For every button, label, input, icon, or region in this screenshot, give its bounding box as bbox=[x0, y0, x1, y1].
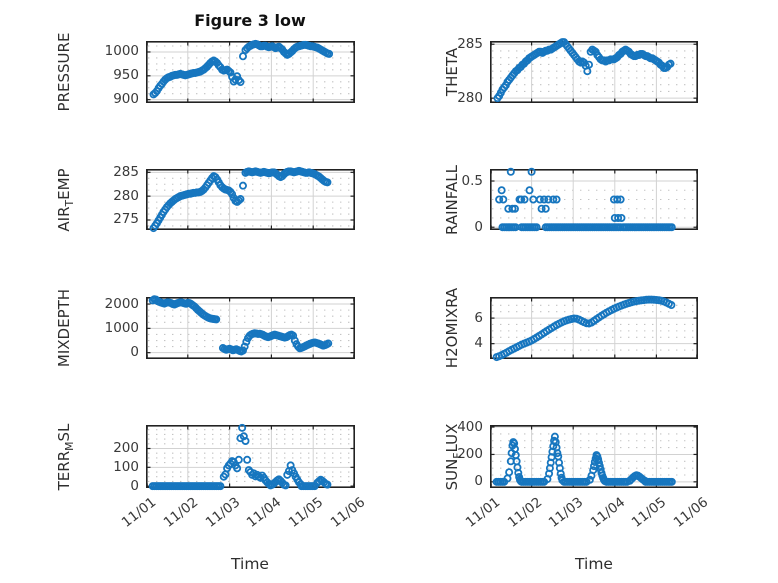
y-tick-label: 285 bbox=[113, 163, 139, 180]
y-tick-label: 6 bbox=[474, 309, 483, 326]
data-points bbox=[492, 432, 676, 486]
data-points bbox=[148, 295, 333, 356]
plot-area-theta bbox=[490, 38, 698, 104]
subplot-theta: 280 285 THETA bbox=[443, 36, 698, 106]
plot-area-pressure bbox=[146, 39, 355, 104]
subplot-airtemp: 275 280 285 AIRTEMP bbox=[55, 164, 355, 233]
minor-grid bbox=[148, 177, 353, 227]
y-tick-label: 2000 bbox=[104, 295, 139, 312]
data-points bbox=[149, 39, 334, 99]
plot-area-h2omixra bbox=[490, 295, 698, 362]
y-tick-label: 200 bbox=[457, 445, 483, 462]
y-tick-label: 100 bbox=[113, 458, 139, 475]
y-tick-label: 0 bbox=[130, 477, 139, 494]
plot-area-mixdepth bbox=[146, 295, 355, 360]
axes-box bbox=[146, 297, 355, 360]
y-axis-label-terrmsl: TERRMSL bbox=[55, 423, 76, 490]
y-tick-label: 285 bbox=[457, 35, 483, 52]
minor-grid bbox=[492, 189, 696, 219]
plot-area-airtemp bbox=[146, 166, 355, 233]
y-tick-label: 280 bbox=[457, 89, 483, 106]
subplot-h2omixra: 4 6 H2OMIXRA bbox=[443, 288, 698, 368]
axes-box bbox=[490, 425, 698, 489]
major-grid bbox=[491, 298, 697, 358]
subplot-sunflux: 0 200 400 SUNFLUX 11/01 11/02 11/03 11/04 11/05 1… bbox=[443, 419, 711, 531]
data-points bbox=[493, 38, 675, 103]
axes-box bbox=[490, 297, 698, 360]
data-points bbox=[148, 423, 332, 491]
y-tick-label: 1000 bbox=[104, 319, 139, 336]
y-tick-label: 200 bbox=[113, 440, 139, 456]
y-tick-label: 275 bbox=[113, 211, 139, 228]
y-tick-label: 0 bbox=[130, 344, 139, 361]
subplot-terrmsl: 0 100 200 TERRMSL 11/01 11/02 11/03 11/04 11/05 1… bbox=[55, 423, 368, 531]
y-tick-label: 900 bbox=[113, 91, 139, 108]
y-tick-label: 0.5 bbox=[461, 172, 483, 189]
subplot-rainfall: 0 0.5 RAINFALL bbox=[443, 165, 698, 235]
x-axis-title-right: Time bbox=[575, 555, 613, 573]
plot-area-rainfall bbox=[490, 167, 698, 232]
x-axis-title-left: Time bbox=[231, 555, 269, 573]
subplot-pressure: 900 950 1000 PRESSURE bbox=[55, 33, 355, 111]
y-tick-label: 400 bbox=[457, 418, 483, 435]
figure-title: Figure 3 low bbox=[194, 11, 306, 30]
y-tick-label: 280 bbox=[113, 187, 139, 204]
data-points bbox=[149, 166, 332, 233]
axes-box bbox=[490, 41, 698, 104]
y-tick-label: 1000 bbox=[104, 43, 139, 60]
plot-area-terrmsl bbox=[146, 423, 355, 491]
data-points bbox=[492, 295, 676, 362]
y-tick-label: 0 bbox=[474, 473, 483, 490]
data-points bbox=[495, 167, 676, 232]
y-tick-label: 4 bbox=[474, 335, 483, 352]
subplot-mixdepth: 0 1000 2000 MIXDEPTH bbox=[55, 289, 355, 367]
plot-area-sunflux bbox=[490, 425, 698, 489]
y-tick-label: 0 bbox=[474, 218, 483, 235]
y-tick-label: 950 bbox=[113, 67, 139, 84]
